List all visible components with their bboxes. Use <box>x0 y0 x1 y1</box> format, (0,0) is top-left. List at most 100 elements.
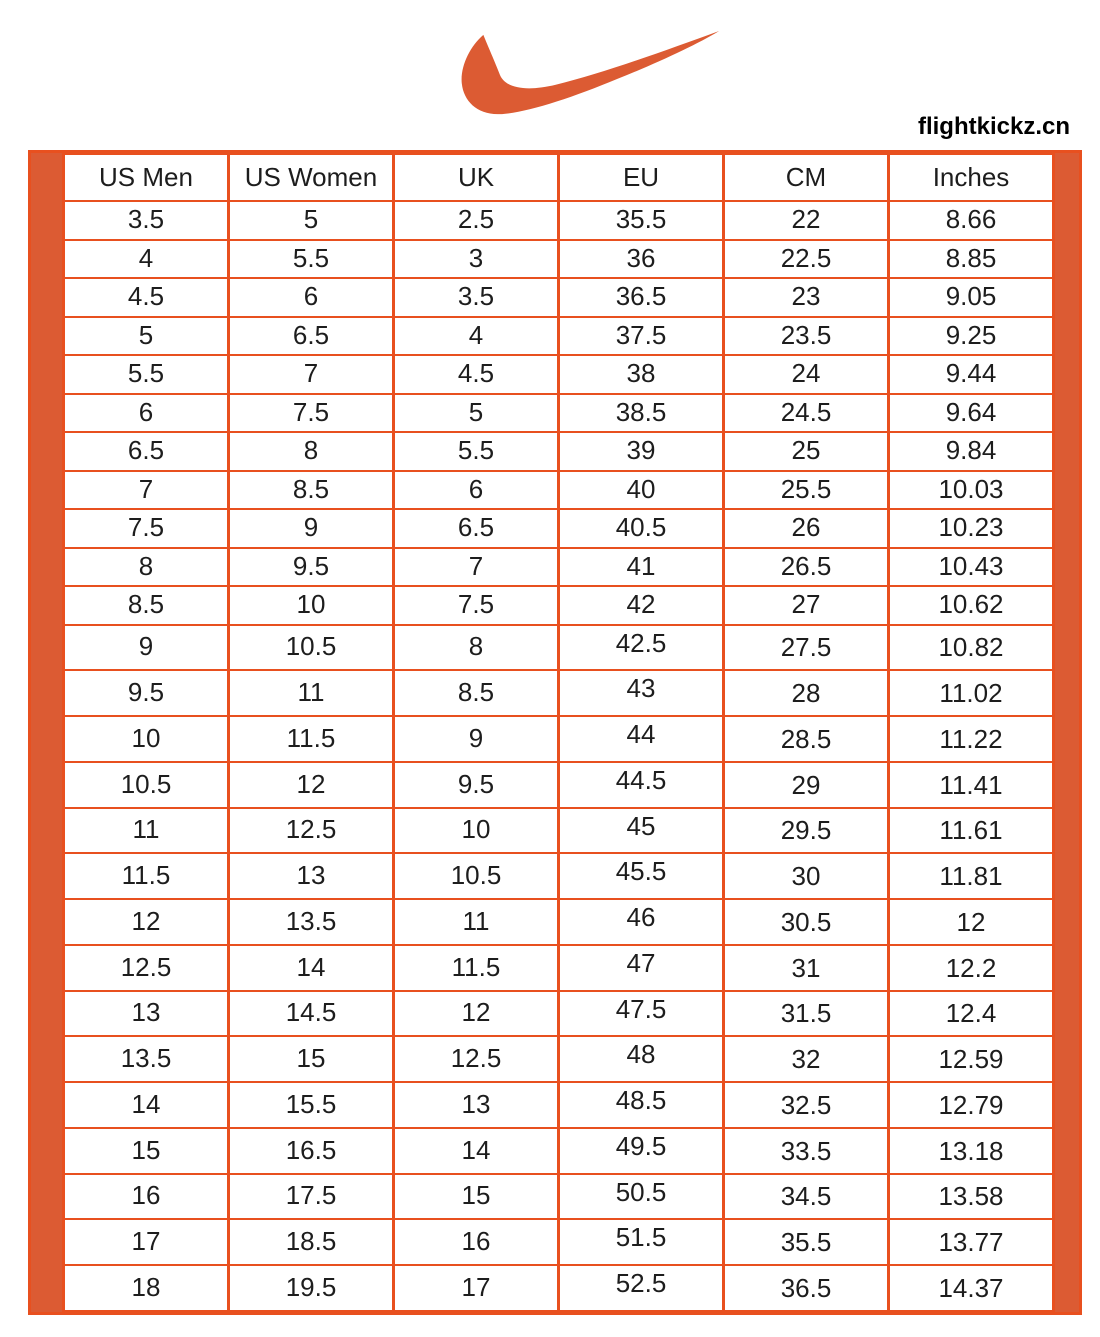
cell-us-men: 4.5 <box>62 277 230 318</box>
column-header-cm: CM <box>722 153 890 202</box>
cell-cm: 31 <box>722 943 890 992</box>
cell-us-women: 19.5 <box>227 1264 395 1312</box>
cell-uk: 3 <box>392 238 560 279</box>
cell-cm: 24 <box>722 354 890 395</box>
column-header-eu: EU <box>557 153 725 202</box>
table-row: 11.5 13 10.5 45.5 30 11.81 <box>62 852 1055 900</box>
cell-us-men: 13 <box>62 989 230 1038</box>
cell-us-women: 12 <box>227 760 395 809</box>
cell-cm: 28.5 <box>722 715 890 763</box>
cell-cm: 29.5 <box>722 806 890 855</box>
table-row: 6 7.5 5 38.5 24.5 9.64 <box>62 392 1055 433</box>
site-watermark: flightkickz.cn <box>917 113 1070 140</box>
header-row: US Men US Women UK EU CM Inches <box>62 153 1055 202</box>
cell-uk: 4 <box>392 315 560 356</box>
table-row: 8.5 10 7.5 42 27 10.62 <box>62 585 1055 626</box>
column-header-us-men: US Men <box>62 153 230 202</box>
cell-us-women: 14 <box>227 943 395 992</box>
cell-us-men: 14 <box>62 1081 230 1129</box>
cell-us-women: 7.5 <box>227 392 395 433</box>
table-row: 9.5 11 8.5 43 28 11.02 <box>62 669 1055 717</box>
cell-us-women: 14.5 <box>227 989 395 1038</box>
cell-us-women: 11.5 <box>227 715 395 763</box>
cell-eu: 45 <box>557 806 725 855</box>
table-row: 6.5 8 5.5 39 25 9.84 <box>62 431 1055 472</box>
size-table-body: 3.5 5 2.5 35.5 22 8.66 4 5.5 3 36 22.5 8.85 4.5 6 3.5 3… <box>62 200 1055 1312</box>
cell-us-men: 11.5 <box>62 852 230 900</box>
nike-swoosh-icon <box>461 30 720 115</box>
cell-us-men: 10.5 <box>62 760 230 809</box>
table-row: 16 17.5 15 50.5 34.5 13.58 <box>62 1172 1055 1221</box>
cell-us-men: 10 <box>62 715 230 763</box>
cell-eu: 38 <box>557 354 725 395</box>
cell-us-men: 8 <box>62 546 230 587</box>
cell-cm: 24.5 <box>722 392 890 433</box>
cell-us-men: 9.5 <box>62 669 230 717</box>
cell-inches: 12.59 <box>887 1035 1055 1083</box>
cell-us-women: 10.5 <box>227 623 395 672</box>
cell-eu: 36.5 <box>557 277 725 318</box>
cell-uk: 10.5 <box>392 852 560 900</box>
table-row: 10.5 12 9.5 44.5 29 11.41 <box>62 760 1055 809</box>
column-header-inches: Inches <box>887 153 1055 202</box>
cell-us-women: 9 <box>227 508 395 549</box>
cell-us-women: 7 <box>227 354 395 395</box>
cell-us-men: 17 <box>62 1218 230 1266</box>
cell-eu: 48 <box>557 1035 725 1083</box>
cell-us-men: 9 <box>62 623 230 672</box>
cell-eu: 51.5 <box>557 1218 725 1266</box>
cell-eu: 40 <box>557 469 725 510</box>
table-row: 4.5 6 3.5 36.5 23 9.05 <box>62 277 1055 318</box>
right-accent-bar <box>1055 153 1079 1312</box>
column-header-uk: UK <box>392 153 560 202</box>
cell-inches: 11.22 <box>887 715 1055 763</box>
size-chart: US Men US Women UK EU CM Inches 3.5 5 2.5 35.5 22… <box>28 150 1082 1315</box>
table-row: 12 13.5 11 46 30.5 12 <box>62 898 1055 946</box>
column-header-us-women: US Women <box>227 153 395 202</box>
cell-cm: 33.5 <box>722 1126 890 1175</box>
cell-us-men: 18 <box>62 1264 230 1312</box>
cell-uk: 4.5 <box>392 354 560 395</box>
table-row: 13.5 15 12.5 48 32 12.59 <box>62 1035 1055 1083</box>
cell-inches: 10.03 <box>887 469 1055 510</box>
cell-us-women: 17.5 <box>227 1172 395 1221</box>
cell-inches: 11.81 <box>887 852 1055 900</box>
cell-uk: 2.5 <box>392 200 560 241</box>
cell-eu: 37.5 <box>557 315 725 356</box>
cell-eu: 38.5 <box>557 392 725 433</box>
cell-us-women: 12.5 <box>227 806 395 855</box>
cell-us-women: 6.5 <box>227 315 395 356</box>
cell-cm: 30.5 <box>722 898 890 946</box>
cell-cm: 36.5 <box>722 1264 890 1312</box>
size-conversion-table: US Men US Women UK EU CM Inches 3.5 5 2.5 35.5 22… <box>62 153 1055 1312</box>
cell-eu: 44 <box>557 715 725 763</box>
cell-us-men: 7 <box>62 469 230 510</box>
cell-cm: 28 <box>722 669 890 717</box>
cell-cm: 27 <box>722 585 890 626</box>
cell-inches: 8.66 <box>887 200 1055 241</box>
cell-uk: 17 <box>392 1264 560 1312</box>
table-row: 5 6.5 4 37.5 23.5 9.25 <box>62 315 1055 356</box>
cell-inches: 11.41 <box>887 760 1055 809</box>
cell-inches: 10.62 <box>887 585 1055 626</box>
cell-eu: 50.5 <box>557 1172 725 1221</box>
cell-eu: 43 <box>557 669 725 717</box>
cell-uk: 7.5 <box>392 585 560 626</box>
cell-eu: 45.5 <box>557 852 725 900</box>
cell-us-women: 9.5 <box>227 546 395 587</box>
cell-us-men: 12 <box>62 898 230 946</box>
cell-uk: 12.5 <box>392 1035 560 1083</box>
cell-eu: 49.5 <box>557 1126 725 1175</box>
cell-cm: 27.5 <box>722 623 890 672</box>
cell-us-men: 3.5 <box>62 200 230 241</box>
cell-us-men: 8.5 <box>62 585 230 626</box>
cell-eu: 41 <box>557 546 725 587</box>
cell-eu: 40.5 <box>557 508 725 549</box>
cell-cm: 30 <box>722 852 890 900</box>
cell-eu: 46 <box>557 898 725 946</box>
cell-us-women: 8 <box>227 431 395 472</box>
table-row: 15 16.5 14 49.5 33.5 13.18 <box>62 1126 1055 1175</box>
cell-uk: 5.5 <box>392 431 560 472</box>
cell-eu: 47.5 <box>557 989 725 1038</box>
